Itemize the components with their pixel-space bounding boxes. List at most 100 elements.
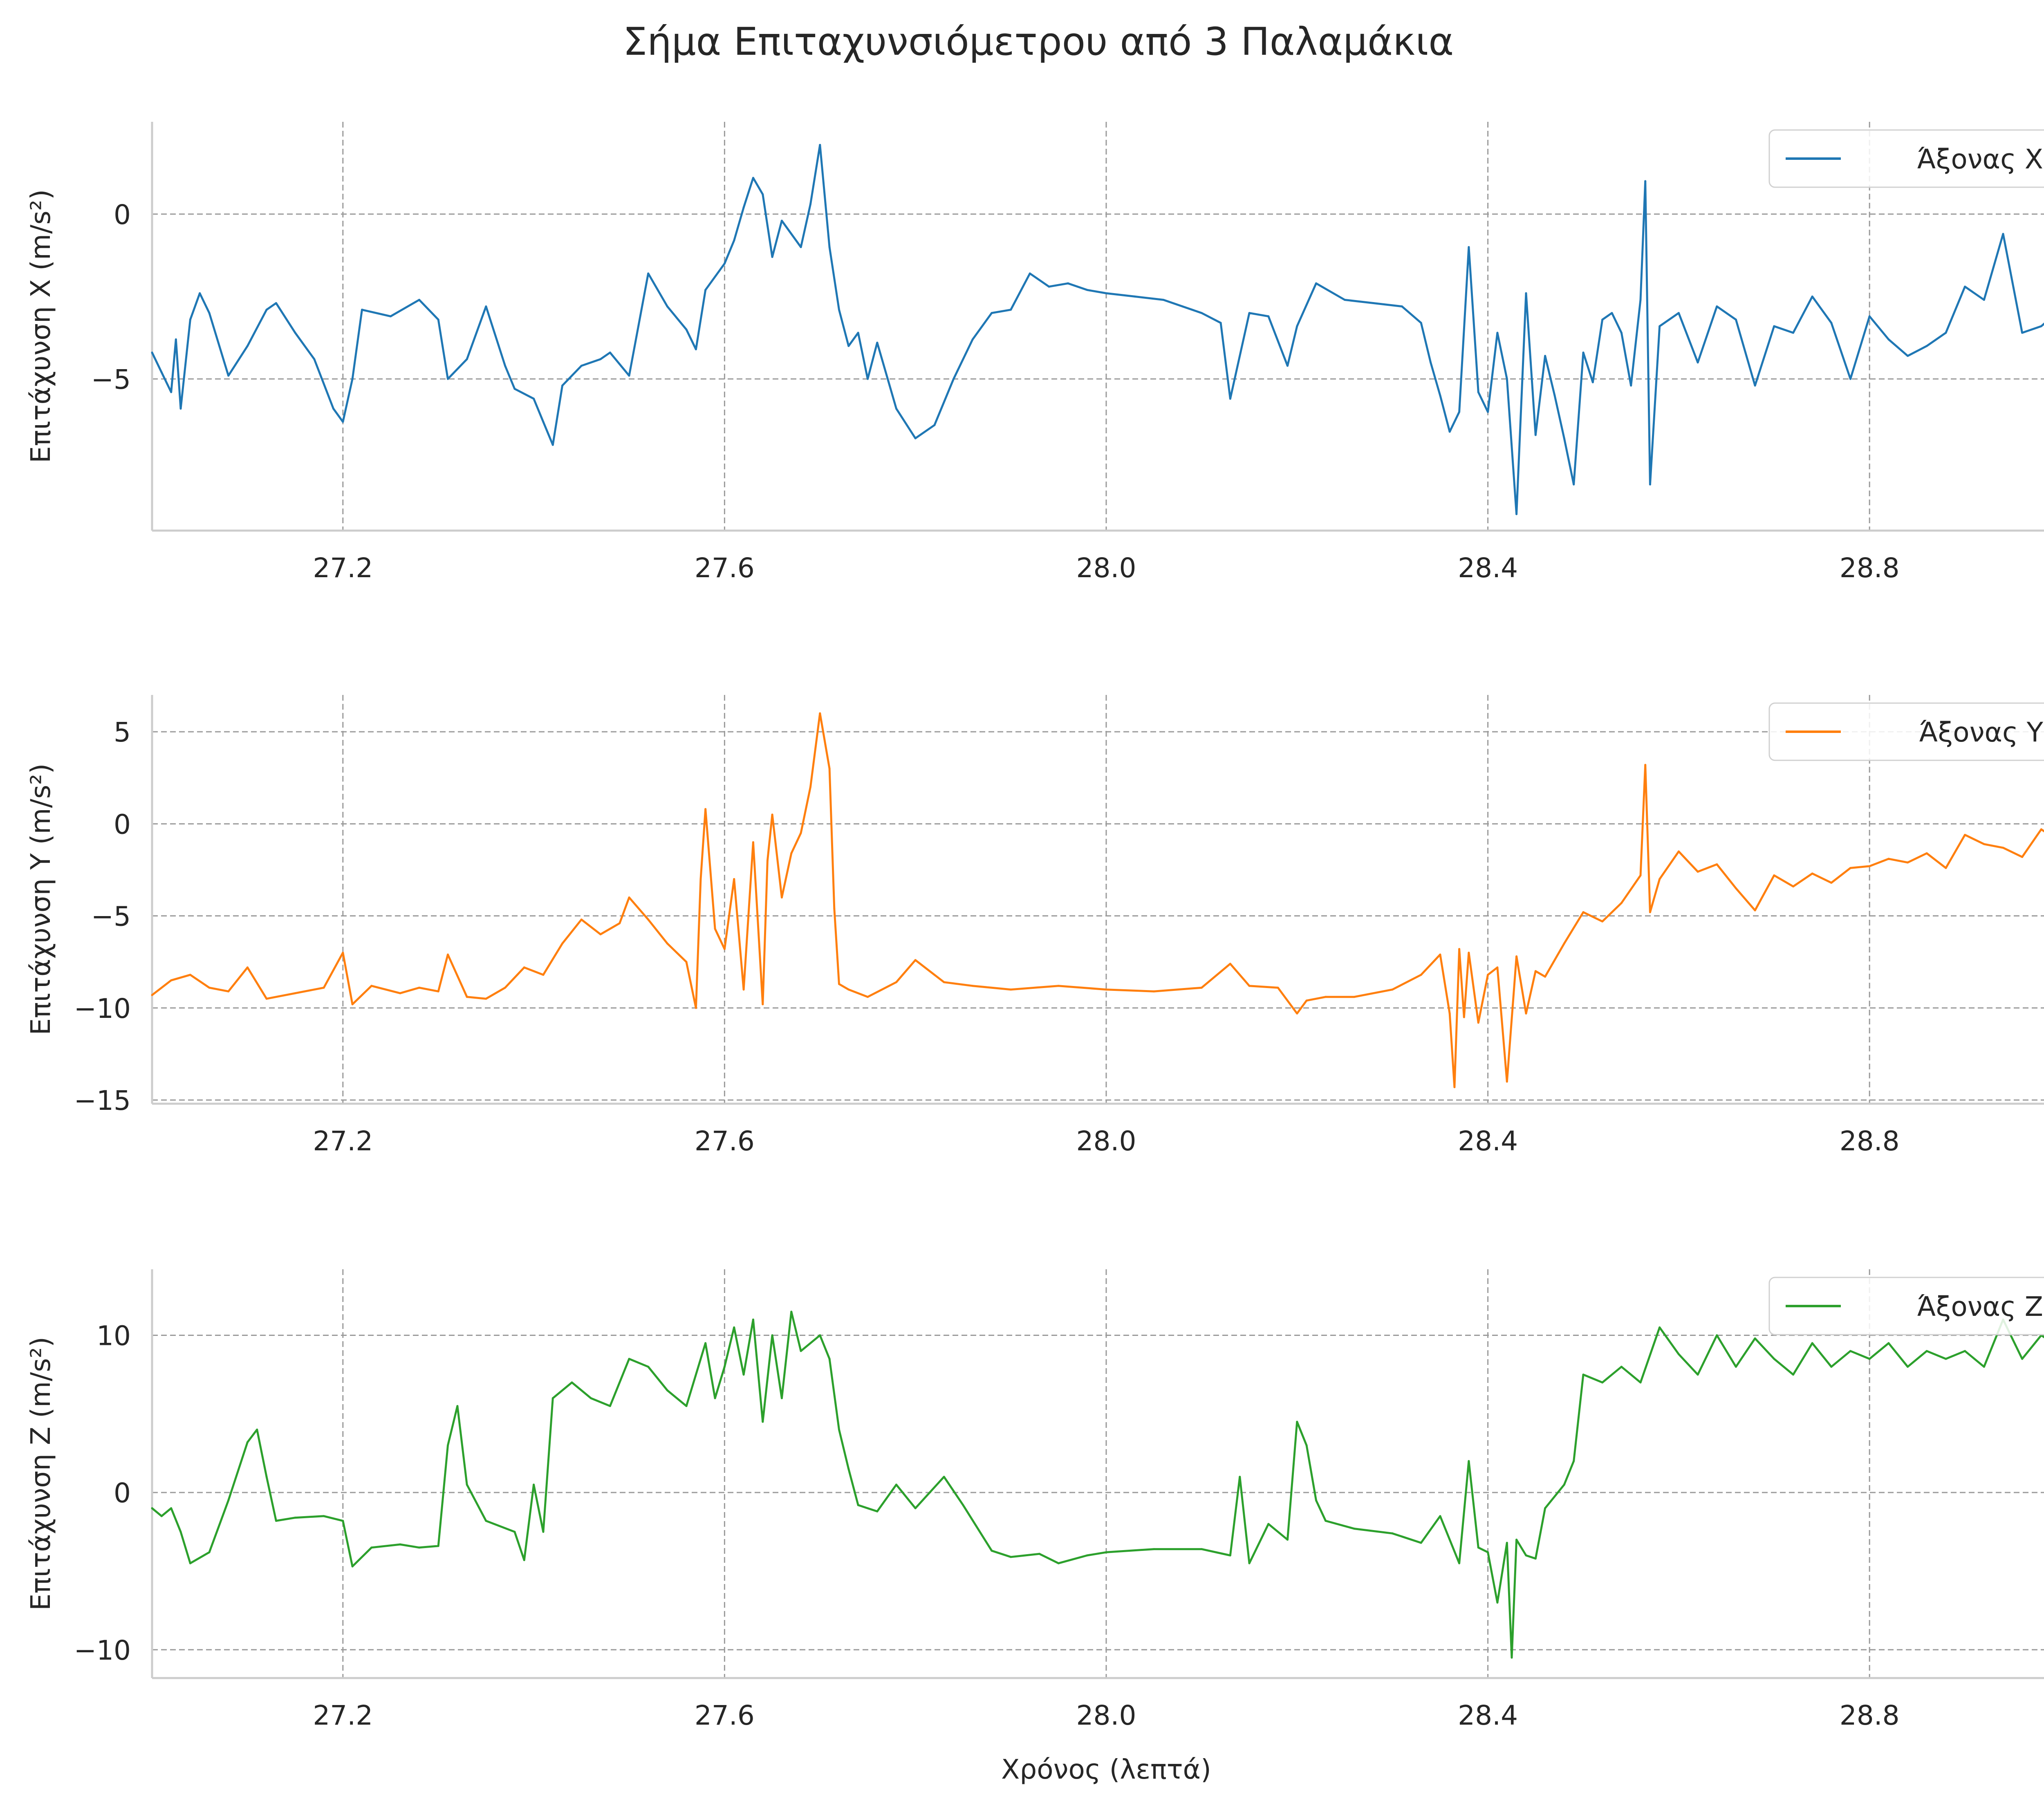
data-point	[847, 1468, 850, 1470]
data-point	[1487, 974, 1489, 976]
data-point	[533, 397, 535, 400]
data-point	[1296, 325, 1298, 327]
data-point	[1267, 1523, 1270, 1525]
data-point	[523, 1559, 525, 1562]
data-point	[418, 986, 421, 989]
data-point	[1830, 322, 1833, 324]
data-point	[895, 408, 898, 410]
panel-y-axis: 27.2 27.6 28.0 28.4 28.8 5 0 −5 −10 −15 Επιτάχυνση…	[25, 695, 2044, 1157]
data-point	[695, 1007, 697, 1009]
data-point	[1563, 1483, 1565, 1486]
data-point	[246, 1441, 249, 1443]
data-point	[1439, 1515, 1441, 1517]
data-point	[619, 922, 621, 925]
data-point	[762, 1003, 764, 1006]
data-point	[179, 408, 182, 410]
data-point	[666, 942, 668, 945]
legend-x: Άξονας X	[1768, 129, 2044, 188]
data-point	[1945, 1358, 1947, 1360]
data-point	[1277, 986, 1279, 989]
data-point	[580, 919, 583, 921]
data-point	[542, 421, 545, 423]
data-point	[704, 1342, 707, 1344]
data-point	[294, 332, 296, 334]
data-point	[1811, 872, 1813, 875]
x-tick-label: 28.8	[1840, 552, 1900, 584]
data-point	[780, 896, 783, 898]
data-point	[1907, 861, 1909, 864]
data-point	[523, 966, 525, 969]
data-point	[1487, 411, 1489, 413]
data-point	[160, 371, 163, 374]
data-point	[819, 143, 821, 146]
data-point	[766, 859, 769, 862]
x-tick-label: 28.0	[1076, 552, 1136, 584]
data-point	[1515, 513, 1518, 515]
data-point	[790, 852, 793, 854]
data-point	[1659, 878, 1661, 880]
data-point	[170, 391, 173, 393]
data-point	[1506, 378, 1508, 380]
data-point	[628, 896, 630, 898]
data-point	[1925, 345, 1928, 347]
data-point	[1468, 952, 1470, 954]
data-point	[1048, 285, 1050, 288]
data-point	[685, 1405, 688, 1407]
data-point	[1659, 1326, 1661, 1329]
data-point	[752, 177, 754, 179]
data-point	[485, 1519, 487, 1522]
data-point	[752, 841, 754, 843]
data-point	[876, 1510, 879, 1512]
data-point	[1697, 361, 1699, 364]
data-point	[1964, 285, 1966, 288]
data-point	[1057, 985, 1060, 987]
data-point	[838, 309, 840, 311]
data-point	[704, 289, 707, 291]
data-point	[323, 986, 325, 989]
data-point	[1229, 963, 1231, 965]
data-point	[943, 1476, 945, 1478]
data-point	[1496, 1601, 1499, 1604]
data-point	[1010, 309, 1012, 311]
data-point	[1229, 397, 1231, 400]
data-point	[1372, 302, 1375, 305]
data-point	[246, 345, 249, 347]
data-point	[2002, 847, 2004, 849]
data-point	[1644, 764, 1647, 766]
data-point	[699, 878, 702, 880]
data-point	[208, 1551, 211, 1553]
data-point	[1248, 985, 1251, 987]
data-point	[1181, 305, 1184, 308]
data-point	[1463, 1016, 1465, 1018]
data-point	[504, 365, 507, 367]
data-point	[370, 1546, 373, 1549]
data-point	[1925, 852, 1928, 854]
data-point	[437, 1545, 439, 1547]
data-point	[294, 1517, 296, 1519]
data-point	[151, 994, 153, 996]
data-point	[227, 990, 230, 993]
data-point	[833, 907, 836, 910]
data-point	[876, 341, 879, 344]
data-point	[647, 272, 650, 275]
data-point	[1534, 1557, 1537, 1560]
data-point	[551, 444, 554, 446]
data-point	[208, 986, 211, 989]
data-point	[1811, 1342, 1813, 1344]
data-point	[971, 985, 974, 987]
legend-y: Άξονας Y	[1768, 702, 2044, 761]
data-point	[943, 981, 945, 984]
data-point	[1248, 1562, 1251, 1564]
data-point	[533, 1483, 535, 1486]
data-point	[437, 318, 439, 321]
data-point	[847, 345, 850, 347]
data-point	[800, 246, 802, 248]
y-tick-label: −5	[91, 364, 131, 395]
data-point	[1697, 1374, 1699, 1376]
data-point	[1248, 312, 1251, 314]
x-tick-label: 27.6	[695, 1700, 755, 1731]
data-point	[1582, 352, 1585, 354]
data-point	[1964, 1350, 1966, 1352]
y-tick-label: −5	[91, 901, 131, 932]
data-point	[1239, 1476, 1241, 1478]
